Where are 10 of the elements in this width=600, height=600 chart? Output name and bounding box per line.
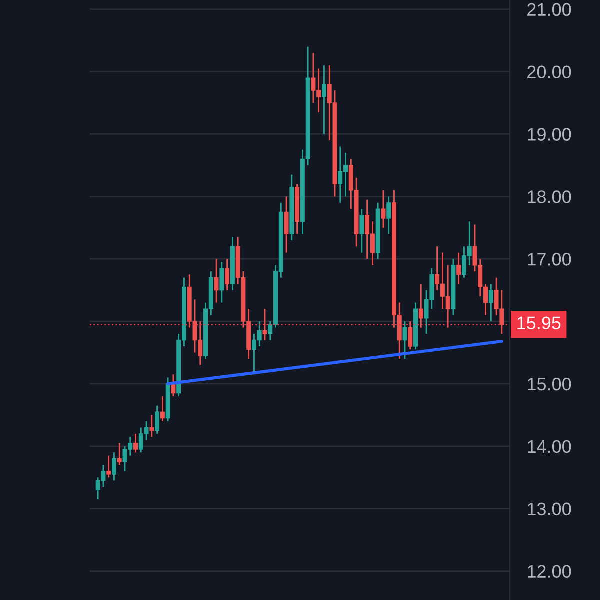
y-tick-label: 20.00 [528, 66, 572, 79]
y-tick-label: 19.00 [528, 128, 572, 141]
ref-line-label: 15.95 [518, 316, 561, 330]
y-tick-label: 14.00 [528, 440, 572, 454]
y-tick-label: 12.00 [528, 565, 572, 578]
y-tick-label: 15.00 [528, 378, 572, 391]
y-tick-label: 21.00 [528, 3, 572, 16]
y-tick-label: 18.00 [528, 190, 572, 204]
y-tick-label: 17.00 [528, 253, 572, 266]
y-tick-label: 13.00 [528, 502, 572, 516]
